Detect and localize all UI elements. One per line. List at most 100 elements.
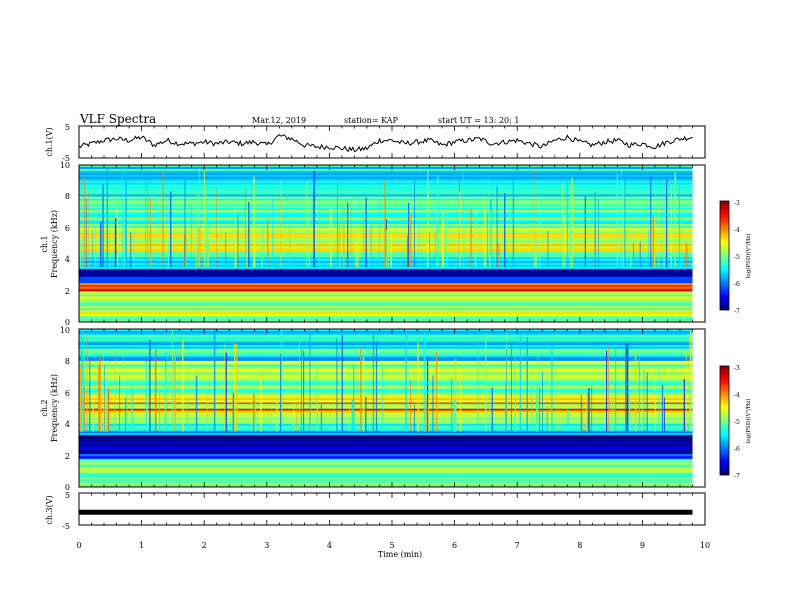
spectrogram-burst (470, 209, 472, 267)
spectrogram-burst (89, 385, 91, 432)
spectrogram-burst (629, 392, 631, 432)
spectrogram-burst (196, 190, 198, 267)
x-axis-labels: 0 1 2 3 4 5 6 7 8 9 10 Time (min) (76, 541, 710, 559)
spectrogram-burst (83, 387, 85, 432)
spectrogram-burst (652, 217, 654, 268)
spectrogram-band (79, 400, 693, 403)
spectrogram-burst (477, 342, 479, 432)
spectrogram-burst (236, 343, 238, 432)
spectrogram-band (79, 427, 693, 430)
start-time-label: start UT = 13: 20: 1 (438, 116, 519, 125)
spectrogram-burst (375, 340, 378, 432)
spectrogram-burst (463, 173, 465, 267)
spectrogram-band (79, 382, 693, 385)
spectrogram-band (79, 308, 693, 311)
spectrogram-band (79, 476, 693, 480)
spectrogram-burst (567, 177, 568, 268)
spectrogram-burst (348, 406, 350, 432)
spectrogram-burst (204, 168, 205, 267)
spectrogram-burst (639, 241, 641, 268)
spectrogram-band (79, 172, 693, 176)
spectrogram-band (79, 354, 693, 357)
spec1-ytick-2: 2 (65, 287, 70, 296)
ch3-ytick-bottom: -5 (62, 522, 70, 531)
spectrogram-burst (195, 375, 198, 432)
spectrogram-band (79, 332, 693, 336)
ch2-spectrogram-panel: 0 2 4 6 8 10 ch.2 Frequency (kHz) (40, 326, 706, 492)
spectrogram-burst (658, 205, 659, 268)
spectrogram-burst (125, 397, 126, 432)
spectrogram-burst (276, 396, 278, 432)
spec1-ytick-6: 6 (65, 224, 70, 233)
spectrogram-burst (145, 178, 146, 268)
spectrogram-burst (453, 399, 455, 432)
spectrogram-burst (310, 399, 312, 432)
spectrogram-burst (546, 406, 548, 432)
spectrogram-band (79, 268, 693, 271)
spectrogram-burst (506, 349, 507, 432)
spectrogram-burst (626, 213, 628, 268)
spectrogram-burst (159, 391, 161, 432)
spectrogram-burst (320, 404, 323, 432)
spectrogram-burst (234, 343, 236, 432)
spectrogram-burst (571, 177, 573, 267)
spectrogram-burst (630, 230, 632, 268)
spectrogram-band (79, 396, 693, 399)
spectrogram-band (79, 439, 693, 442)
spectrogram-burst (382, 368, 384, 432)
ch1-colorbar: -3 -4 -5 -6 -7 log(PSD)(V²/Hz) (719, 200, 752, 315)
ch3-panel: 5 -5 ch.3(V) (45, 491, 706, 531)
spectrogram-band (79, 270, 693, 273)
spectrogram-burst (569, 185, 571, 267)
spectrogram-burst (489, 211, 491, 267)
spectrogram-band (79, 434, 693, 438)
spectrogram-burst (505, 382, 507, 432)
xtick-9: 9 (640, 541, 645, 550)
spectrogram-band (79, 423, 693, 426)
spectrogram-burst (526, 337, 528, 432)
spectrogram-burst (341, 334, 343, 432)
spectrogram-burst (483, 196, 485, 268)
spec1-ytick-0: 0 (65, 318, 70, 327)
spectrogram-burst (155, 349, 157, 432)
spectrogram-burst (594, 191, 596, 268)
spectrogram-burst (80, 240, 82, 268)
spectrogram-burst (271, 387, 272, 432)
spectrogram-burst (104, 397, 106, 432)
spectrogram-band (79, 453, 693, 457)
spectrogram-burst (580, 395, 582, 432)
spectrogram-burst (119, 374, 120, 432)
spectrogram-burst (537, 352, 539, 432)
ch3-ylabel: ch.3(V) (45, 495, 54, 524)
spectrogram-burst (423, 332, 426, 432)
spectrogram-burst (498, 242, 500, 267)
spectrogram-burst (191, 203, 192, 268)
spectrogram-burst (232, 393, 235, 432)
spectrogram-burst (388, 237, 389, 268)
spectrogram-band (79, 168, 693, 172)
spectrogram-band (79, 316, 693, 319)
spectrogram-burst (99, 355, 101, 432)
spectrogram-burst (260, 379, 262, 432)
spectrogram-burst (133, 214, 135, 267)
spectrogram-band (79, 266, 693, 269)
spectrogram-burst (300, 345, 302, 432)
spectrogram-burst (643, 368, 645, 432)
spectrogram-band (79, 472, 693, 476)
spectrogram-burst (254, 394, 257, 432)
spectrogram-burst (224, 343, 226, 432)
spectrogram-burst (633, 243, 635, 268)
spectrogram-burst (83, 333, 85, 432)
spectrogram-burst (405, 331, 407, 432)
spectrogram-burst (171, 329, 174, 432)
spectrogram-burst (145, 361, 147, 432)
spectrogram-band (79, 462, 693, 465)
spectrogram-burst (302, 350, 304, 432)
spectrogram-burst (355, 242, 357, 268)
station-label: station= KAP (344, 116, 399, 125)
spectrogram-burst (318, 187, 320, 268)
spectrogram-burst (606, 350, 608, 432)
spectrogram-burst (558, 396, 560, 432)
spectrogram-burst (122, 166, 123, 267)
xtick-3: 3 (264, 541, 269, 550)
